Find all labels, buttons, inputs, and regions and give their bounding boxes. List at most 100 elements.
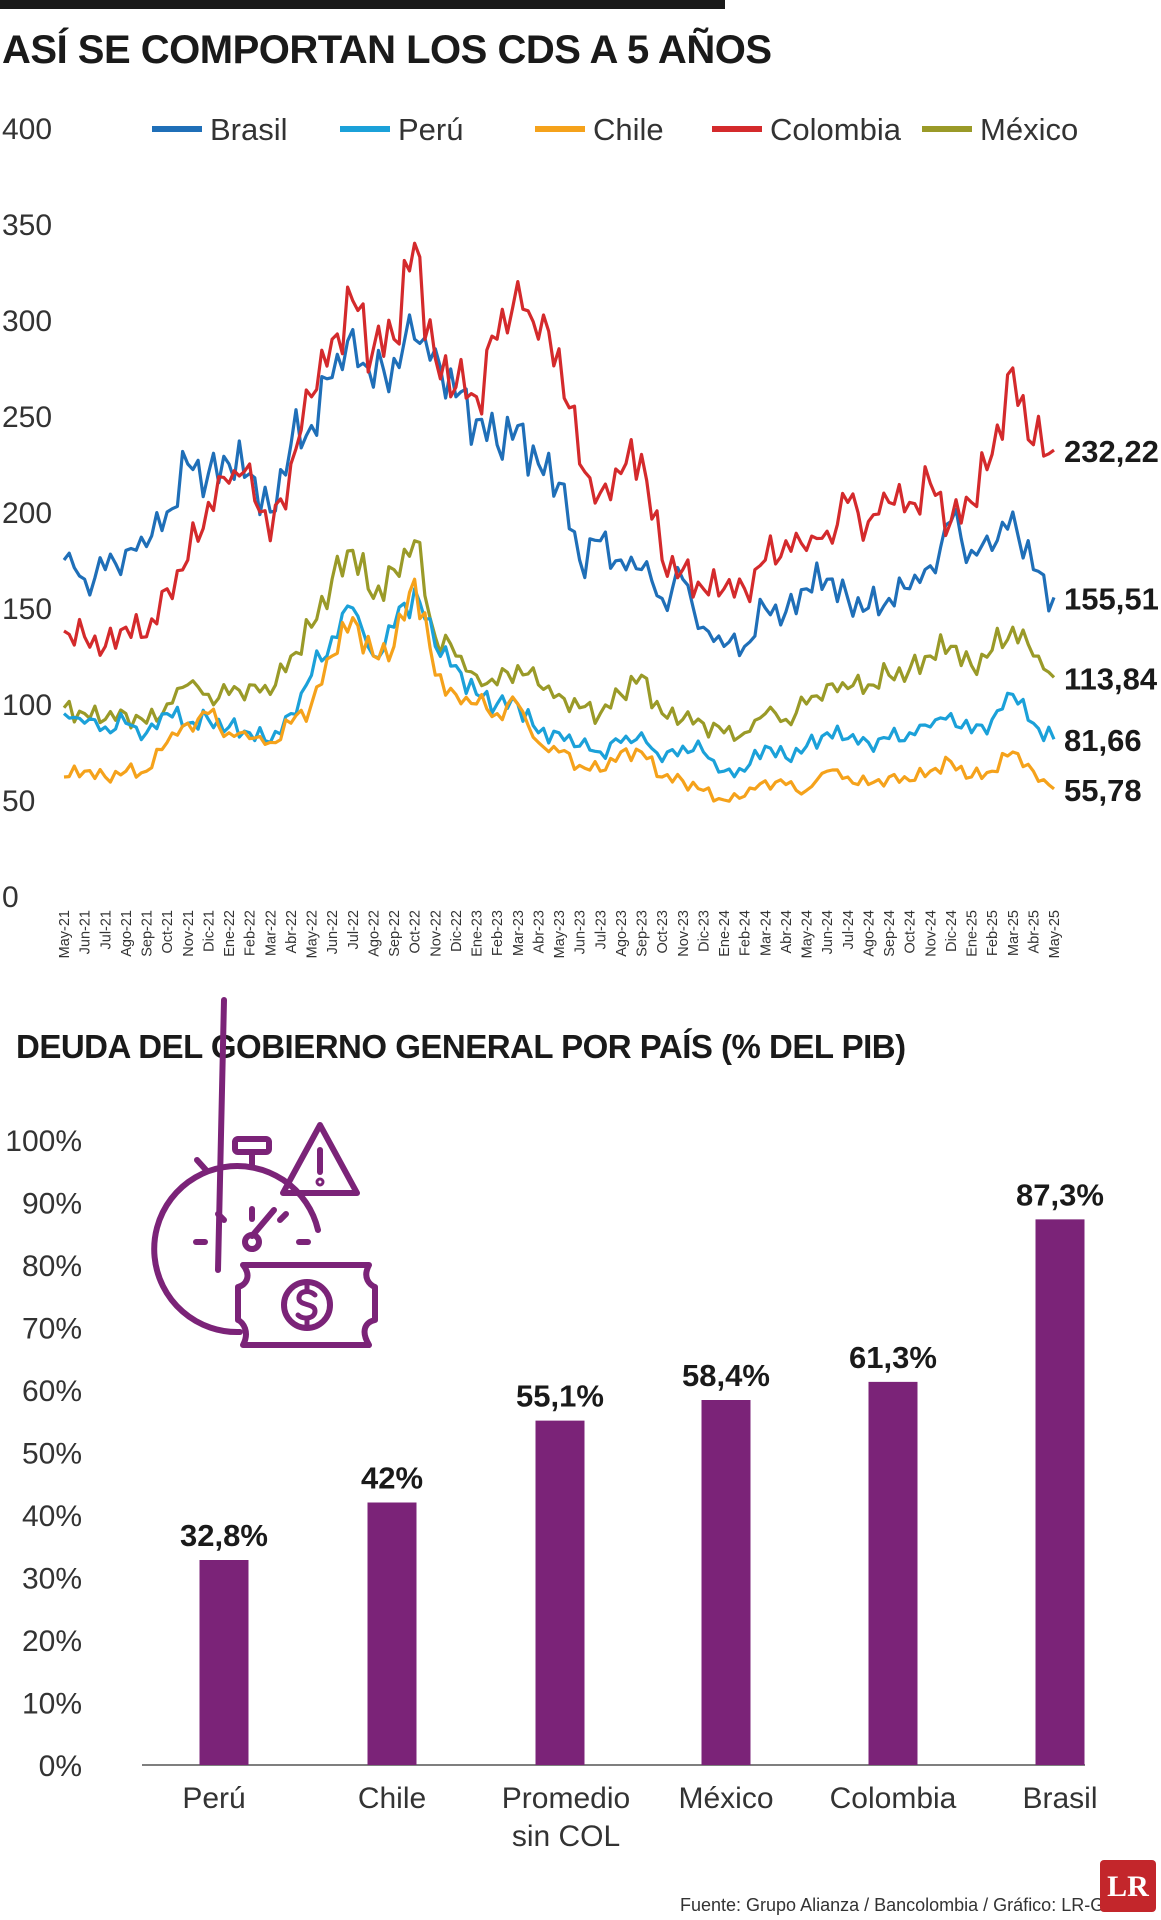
debt-y-tick-label: 20% — [22, 1625, 82, 1658]
cds-legend-label: Chile — [593, 112, 664, 147]
debt-y-tick-label: 70% — [22, 1313, 82, 1346]
money-bill-icon — [235, 1262, 378, 1348]
cds-x-tick-label: Jun-21 — [78, 910, 94, 954]
cds-x-tick-label: May-22 — [305, 910, 321, 958]
cds-y-tick-label: 0 — [2, 881, 19, 914]
debt-bar — [535, 1420, 585, 1765]
cds-x-tick-label: Nov-22 — [428, 910, 444, 957]
cds-x-tick-label: Feb-25 — [985, 910, 1001, 956]
cds-x-tick-label: Ene-25 — [965, 910, 981, 957]
cds-legend: Brasil Perú Chile Colombia México — [152, 112, 1078, 147]
cds-x-tick-label: Dic-22 — [449, 910, 465, 952]
cds-y-tick-label: 50 — [2, 785, 35, 818]
cds-x-tick-label: Ene-22 — [222, 910, 238, 957]
cds-line-chart: 0 50 100 150 200 250 300 350 400 113,84 81,66 55,7… — [2, 112, 1159, 958]
cds-x-tick-label: Feb-24 — [738, 910, 754, 956]
cds-x-tick-label: May-24 — [800, 910, 816, 958]
cds-x-tick-label: Oct-22 — [408, 910, 424, 954]
cds-x-tick-label: Nov-23 — [676, 910, 692, 957]
cds-x-tick-label: Mar-25 — [1006, 910, 1022, 956]
cds-x-tick-label: Mar-24 — [758, 910, 774, 956]
lr-logo: LR — [1100, 1860, 1156, 1912]
cds-end-label: 113,84 — [1064, 661, 1158, 696]
cds-x-tick-label: Jun-24 — [820, 910, 836, 954]
stopwatch-icon — [151, 997, 321, 1336]
cds-x-tick-label: Ago-22 — [366, 910, 382, 957]
debt-y-axis: 0% 10% 20% 30% 40% 50% 60% 70% 80% 90% 100% — [5, 1125, 82, 1783]
cds-x-tick-label: Jul-22 — [346, 910, 362, 950]
cds-x-tick-label: Abr-22 — [284, 910, 300, 954]
cds-x-tick-label: Abr-23 — [531, 910, 547, 954]
cds-y-tick-label: 300 — [2, 305, 52, 338]
cds-x-tick-label: Oct-24 — [903, 910, 919, 954]
lr-logo-text: LR — [1107, 1870, 1149, 1903]
cds-x-tick-label: May-21 — [57, 910, 73, 958]
cds-x-tick-label: Sep-23 — [635, 910, 651, 957]
debt-value-label: 58,4% — [682, 1358, 770, 1393]
cds-x-tick-label: Ene-23 — [470, 910, 486, 957]
cds-chart-title: ASÍ SE COMPORTAN LOS CDS A 5 AÑOS — [2, 28, 772, 72]
cds-line-peru — [62, 587, 1056, 779]
debt-bar — [701, 1400, 751, 1765]
cds-x-tick-label: Sep-21 — [140, 910, 156, 957]
cds-legend-label: México — [980, 112, 1078, 147]
cds-x-tick-label: Nov-21 — [181, 910, 197, 957]
cds-x-tick-label: Jun-23 — [573, 910, 589, 954]
debt-category-label: México — [678, 1782, 773, 1815]
cds-y-tick-label: 100 — [2, 689, 52, 722]
debt-category-label: Colombia — [830, 1782, 957, 1815]
debt-value-label: 55,1% — [516, 1379, 604, 1414]
cds-end-label: 155,51 — [1064, 581, 1159, 616]
debt-category-label: Promedio sin COL — [502, 1782, 630, 1853]
debt-bar — [1035, 1219, 1085, 1765]
cds-legend-label: Brasil — [210, 112, 288, 147]
cds-x-tick-label: Jul-24 — [841, 910, 857, 950]
cds-legend-label: Colombia — [770, 112, 902, 147]
cds-x-tick-label: Jul-23 — [593, 910, 609, 950]
cds-x-tick-label: Feb-22 — [243, 910, 259, 956]
cds-line-mexico — [62, 539, 1056, 742]
cds-x-tick-label: May-25 — [1047, 910, 1063, 958]
debt-bar-chart: 0% 10% 20% 30% 40% 50% 60% 70% 80% 90% 100% 32,8% 4… — [5, 997, 1156, 1915]
cds-x-tick-label: Nov-24 — [923, 910, 939, 957]
debt-y-tick-label: 30% — [22, 1563, 82, 1596]
cds-x-tick-label: Ene-24 — [717, 910, 733, 957]
debt-bars — [199, 1219, 1085, 1765]
cds-x-tick-label: Dic-24 — [944, 910, 960, 952]
cds-x-tick-label: Oct-21 — [160, 910, 176, 954]
cds-x-axis: May-21 Jun-21 Jul-21 Ago-21 Sep-21 Oct-21 Nov-… — [57, 910, 1063, 958]
cds-x-tick-label: Dic-23 — [696, 910, 712, 952]
cds-end-label: 55,78 — [1064, 773, 1142, 808]
cds-x-tick-label: Sep-22 — [387, 910, 403, 957]
cds-x-tick-label: Mar-22 — [263, 910, 279, 956]
cds-x-tick-label: Jul-21 — [98, 910, 114, 950]
cds-x-tick-label: Dic-21 — [201, 910, 217, 952]
cds-y-axis: 0 50 100 150 200 250 300 350 400 — [2, 113, 52, 914]
cds-y-tick-label: 150 — [2, 593, 52, 626]
cds-line-colombia — [63, 241, 1055, 657]
cds-x-tick-label: Ago-23 — [614, 910, 630, 957]
debt-y-tick-label: 60% — [22, 1375, 82, 1408]
debt-bar — [367, 1502, 417, 1765]
debt-y-tick-label: 0% — [39, 1750, 82, 1783]
debt-value-label: 87,3% — [1016, 1177, 1104, 1212]
debt-icon-group — [151, 997, 378, 1348]
debt-value-label: 42% — [361, 1461, 423, 1496]
cds-legend-label: Perú — [398, 112, 463, 147]
cds-x-tick-label: Jun-22 — [325, 910, 341, 954]
cds-x-tick-label: Feb-23 — [490, 910, 506, 956]
debt-chart-title: DEUDA DEL GOBIERNO GENERAL POR PAÍS (% D… — [16, 1028, 906, 1065]
debt-category-label: Brasil — [1022, 1782, 1097, 1815]
debt-value-label: 32,8% — [180, 1518, 268, 1553]
top-rule — [0, 0, 725, 9]
source-note: Fuente: Grupo Alianza / Bancolombia / Gr… — [680, 1895, 1117, 1915]
cds-line-chile — [63, 577, 1056, 803]
cds-x-tick-label: Abr-25 — [1026, 910, 1042, 954]
debt-value-label: 61,3% — [849, 1340, 937, 1375]
debt-value-labels: 32,8% 42% 55,1% 58,4% 61,3% 87,3% — [180, 1177, 1104, 1553]
cds-line-brasil — [62, 313, 1056, 658]
cds-x-tick-label: Mar-23 — [511, 910, 527, 956]
debt-y-tick-label: 90% — [22, 1188, 82, 1221]
cds-x-tick-label: Sep-24 — [882, 910, 898, 957]
cds-x-tick-label: Oct-23 — [655, 910, 671, 954]
